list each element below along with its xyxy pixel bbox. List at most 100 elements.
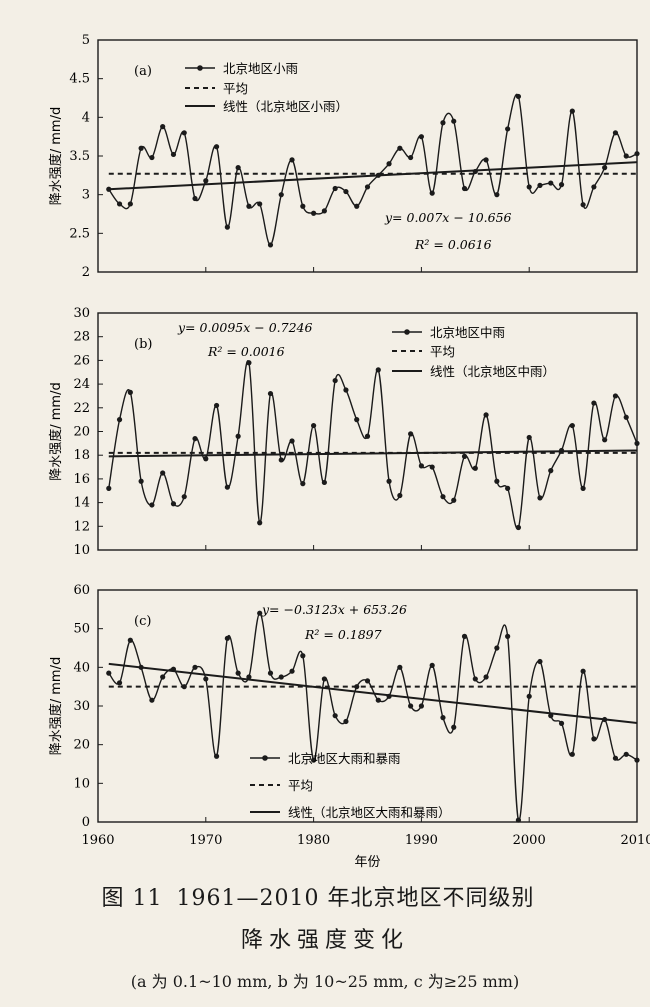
data-point xyxy=(429,190,435,196)
data-point xyxy=(300,653,306,659)
legend-label: 线性（北京地区大雨和暴雨） xyxy=(288,805,451,820)
x-tick-label: 1990 xyxy=(405,833,438,848)
legend-label: 北京地区中雨 xyxy=(430,325,505,340)
y-tick-label: 2.5 xyxy=(69,226,90,241)
data-point xyxy=(181,684,187,690)
data-point xyxy=(418,134,424,140)
data-point xyxy=(257,520,263,526)
data-point xyxy=(375,172,381,178)
data-point xyxy=(116,680,123,686)
data-point xyxy=(375,367,381,373)
data-point xyxy=(224,484,230,490)
data-point xyxy=(558,720,565,727)
y-tick-label: 2 xyxy=(82,265,90,280)
data-point xyxy=(451,724,457,730)
trend-line xyxy=(108,662,638,725)
data-point xyxy=(213,144,220,150)
r-squared: R² = 0.0616 xyxy=(414,237,492,252)
data-point xyxy=(515,524,522,531)
data-point xyxy=(311,210,317,216)
y-tick-label: 0 xyxy=(82,815,90,830)
data-point xyxy=(515,817,522,823)
regression-equation: y= 0.007x − 10.656 xyxy=(384,210,512,225)
legend-label: 线性（北京地区中雨） xyxy=(430,364,555,379)
data-point xyxy=(170,151,177,158)
data-point xyxy=(418,703,424,709)
y-tick-label: 28 xyxy=(73,330,90,345)
data-point xyxy=(505,485,511,491)
y-tick-label: 14 xyxy=(73,496,90,511)
x-axis-label: 年份 xyxy=(354,855,380,870)
data-point xyxy=(192,664,198,670)
data-point xyxy=(569,422,575,429)
data-point xyxy=(612,755,619,761)
caption-figure-number: 图 11 xyxy=(101,886,163,911)
data-point xyxy=(364,184,371,190)
legend-label: 平均 xyxy=(288,778,313,793)
y-tick-label: 18 xyxy=(73,448,90,463)
data-point xyxy=(591,400,597,406)
legend-label: 线性（北京地区小雨） xyxy=(223,99,348,114)
data-point xyxy=(472,676,478,682)
data-point xyxy=(451,497,457,503)
data-point xyxy=(386,693,392,699)
caption-note: (a 为 0.1~10 mm, b 为 10~25 mm, c 为≥25 mm) xyxy=(130,972,520,991)
data-point xyxy=(192,195,198,202)
legend-label: 平均 xyxy=(430,344,455,359)
data-point xyxy=(634,757,640,763)
y-axis-label: 降水强度/ mm/d xyxy=(48,107,64,205)
data-point xyxy=(213,402,220,409)
data-point xyxy=(321,479,327,486)
data-point xyxy=(267,390,274,397)
data-point xyxy=(569,108,575,114)
data-point xyxy=(548,713,554,719)
y-tick-label: 20 xyxy=(73,738,90,753)
caption-title-line: 图 11 1961—2010 年北京地区不同级别 xyxy=(0,880,650,912)
regression-equation: y= 0.0095x − 0.7246 xyxy=(177,320,313,335)
panel-label: (b) xyxy=(134,337,152,352)
data-point xyxy=(472,465,478,471)
data-point xyxy=(483,412,489,418)
data-point xyxy=(267,242,274,248)
data-point xyxy=(591,184,597,190)
data-point xyxy=(181,130,187,136)
x-tick-label: 1960 xyxy=(81,833,114,848)
data-point xyxy=(267,670,274,676)
data-point xyxy=(451,118,457,124)
data-point xyxy=(138,478,144,484)
y-tick-label: 16 xyxy=(73,472,90,487)
data-point xyxy=(440,494,446,500)
data-point xyxy=(461,633,468,640)
data-point xyxy=(408,154,414,161)
data-point xyxy=(321,208,327,214)
data-point xyxy=(138,664,144,670)
data-point xyxy=(623,751,629,757)
data-point xyxy=(364,678,371,684)
data-point xyxy=(235,165,241,171)
y-tick-label: 10 xyxy=(73,543,90,558)
x-tick-label: 1980 xyxy=(297,833,330,848)
x-tick-label: 2010 xyxy=(620,833,650,848)
data-point xyxy=(375,697,381,703)
data-point xyxy=(569,751,575,757)
data-point xyxy=(170,666,177,672)
data-point xyxy=(246,360,252,366)
data-point xyxy=(612,130,619,136)
data-point xyxy=(386,161,392,167)
data-point xyxy=(321,676,327,682)
data-point xyxy=(278,457,284,463)
data-point xyxy=(181,494,187,500)
data-point xyxy=(300,481,306,487)
r-squared: R² = 0.0016 xyxy=(207,344,285,359)
panel-label: (c) xyxy=(134,614,151,629)
data-point xyxy=(548,180,554,186)
data-point xyxy=(397,664,403,670)
data-point xyxy=(170,501,177,507)
y-tick-label: 3.5 xyxy=(69,149,90,164)
data-point xyxy=(408,703,414,709)
data-point xyxy=(106,485,112,491)
r-squared: R² = 0.1897 xyxy=(304,627,382,642)
data-point xyxy=(483,157,489,163)
y-tick-label: 4 xyxy=(82,110,90,125)
data-point xyxy=(343,188,349,195)
